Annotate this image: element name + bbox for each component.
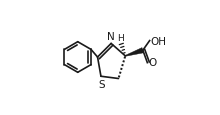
Text: H: H xyxy=(117,34,124,43)
Text: O: O xyxy=(148,58,157,68)
Text: S: S xyxy=(98,79,105,89)
Text: N: N xyxy=(107,32,115,42)
Text: OH: OH xyxy=(151,36,167,46)
Polygon shape xyxy=(125,48,144,57)
